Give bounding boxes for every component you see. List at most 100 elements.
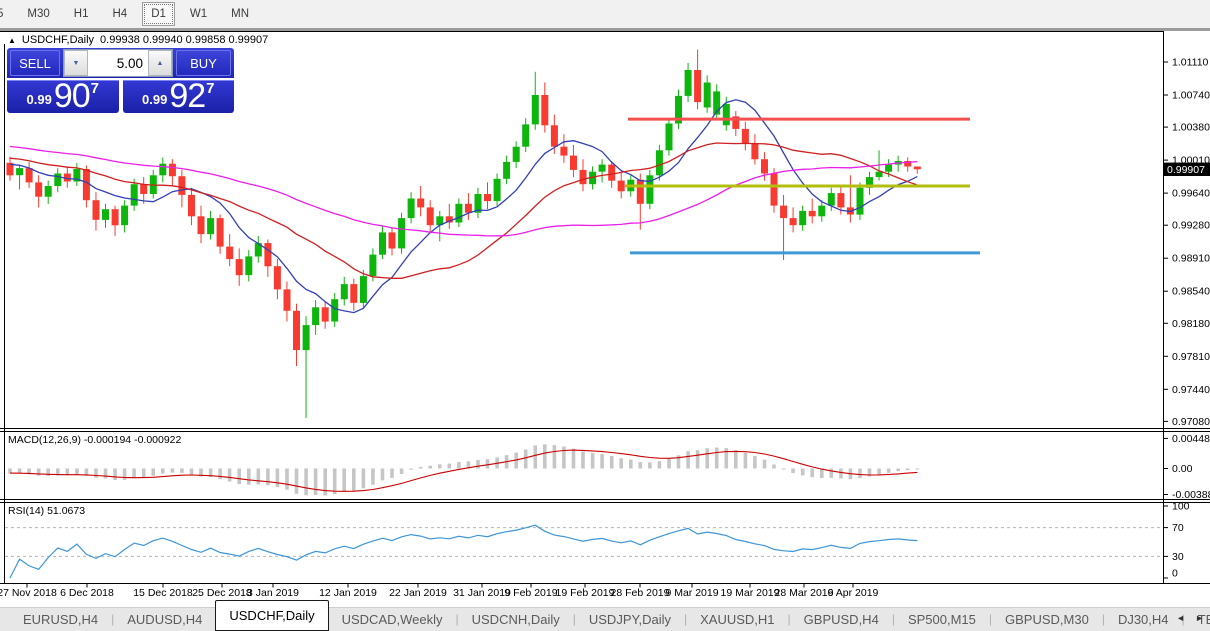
macd-bar (877, 468, 881, 475)
timeframe-button-W1[interactable]: W1 (189, 8, 208, 20)
tab-scroll-left-icon[interactable]: ◄ (1176, 613, 1186, 623)
tab-separator: | (891, 612, 895, 626)
buy-price-panel[interactable]: 0.99 92 7 (122, 79, 234, 113)
macd-bar (667, 458, 671, 469)
chart-symbol-label: USDCHF,Daily (21, 34, 95, 46)
sell-button[interactable]: SELL (10, 50, 60, 76)
macd-bar (170, 468, 175, 473)
macd-bar (428, 465, 432, 469)
price-axis-label: 0.99640 (1172, 188, 1210, 200)
tab-separator: | (572, 612, 576, 626)
candle (312, 307, 320, 326)
candle (589, 171, 597, 185)
macd-bar (56, 468, 60, 476)
volume-increase-button[interactable]: ▲ (148, 50, 172, 76)
macd-bar (638, 462, 643, 469)
price-axis-label: 0.97080 (1172, 416, 1210, 428)
candle (350, 284, 358, 303)
candle (264, 243, 272, 267)
candle (283, 289, 291, 311)
tab-usdchf-daily[interactable]: USDCHF,Daily (215, 600, 329, 631)
timeframe-button-D1[interactable]: D1 (142, 2, 175, 26)
tab-separator: | (787, 612, 791, 626)
macd-bar (113, 468, 117, 480)
candle (522, 124, 530, 147)
tab-audusd-h4[interactable]: AUDUSD,H4 (127, 611, 203, 627)
timeframe-button-M30[interactable]: M30 (27, 8, 50, 20)
tab-usdcad-weekly[interactable]: USDCAD,Weekly (341, 611, 443, 627)
macd-bar (829, 468, 834, 478)
candle (82, 169, 90, 201)
candle (216, 218, 224, 247)
candle (25, 168, 33, 183)
macd-bar (523, 449, 528, 469)
buy-button[interactable]: BUY (176, 50, 231, 76)
price-axis-label: 1.00380 (1172, 122, 1210, 134)
tab-eurusd-h4[interactable]: EURUSD,H4 (23, 611, 99, 627)
timeframe-button-MN[interactable]: MN (231, 8, 250, 20)
date-axis-label: 9 Feb 2019 (504, 587, 557, 599)
candle (302, 325, 310, 351)
macd-bar (65, 468, 70, 476)
macd-bar (352, 468, 356, 491)
timeframe-button-H4[interactable]: H4 (112, 8, 128, 20)
candle (340, 284, 348, 300)
macd-bar (714, 447, 719, 469)
candle (827, 193, 835, 206)
date-axis-label: 31 Jan 2019 (453, 587, 511, 599)
candle (73, 169, 81, 182)
tab-usdjpy-daily[interactable]: USDJPY,Daily (588, 611, 671, 627)
volume-input[interactable] (88, 55, 148, 71)
candle (245, 256, 253, 276)
tab-xauusd-h1[interactable]: XAUUSD,H1 (700, 611, 775, 627)
macd-bar (810, 468, 814, 478)
one-click-trade-widget: SELL ▼ ▲ BUY 0.99 90 7 0.99 92 7 (7, 48, 234, 113)
timeframe-button-H1[interactable]: H1 (73, 8, 89, 20)
candle (398, 218, 406, 249)
macd-bar (562, 446, 566, 469)
candle (207, 218, 215, 235)
tab-separator: | (455, 612, 459, 626)
macd-axis-label: -0.003883 (1172, 489, 1210, 501)
trade-prices-row: 0.99 90 7 0.99 92 7 (7, 79, 234, 113)
macd-bar (247, 468, 251, 485)
sell-price-panel[interactable]: 0.99 90 7 (7, 79, 119, 113)
macd-bar (581, 451, 585, 469)
candle (455, 203, 463, 223)
chart-title: ▲ USDCHF,Daily 0.99938 0.99940 0.99858 0… (8, 34, 268, 46)
chart-canvas[interactable]: 1.011101.007401.003801.000100.996400.992… (0, 31, 1210, 600)
volume-decrease-button[interactable]: ▼ (64, 50, 88, 76)
chart-ohlc-values: 0.99938 0.99940 0.99858 0.99907 (100, 34, 269, 46)
candle (550, 125, 558, 147)
candle (54, 173, 62, 186)
tab-scroll-right-icon[interactable]: ► (1195, 613, 1204, 623)
collapse-arrow-icon[interactable]: ▲ (8, 35, 16, 45)
tab-dj30-h4[interactable]: DJ30,H4 (1117, 611, 1169, 627)
candle (694, 70, 702, 103)
rsi-axis-label: 70 (1172, 522, 1184, 534)
rsi-axis-label: 0 (1172, 568, 1178, 580)
tab-usdcnh-daily[interactable]: USDCNH,Daily (471, 611, 560, 627)
candle (751, 143, 759, 160)
timeframe-button-5[interactable]: 5 (0, 8, 4, 20)
macd-bar (371, 468, 375, 485)
macd-bar (8, 468, 12, 474)
candle (570, 155, 577, 170)
sell-price-prefix: 0.99 (26, 92, 52, 107)
date-axis-label: 22 Jan 2019 (389, 587, 447, 599)
tab-sp500-m15[interactable]: SP500,M15 (907, 611, 976, 627)
tab-gbpusd-h4[interactable]: GBPUSD,H4 (803, 611, 879, 627)
candle (474, 194, 482, 213)
candle (799, 210, 807, 226)
date-axis-label: 9 Mar 2019 (665, 587, 718, 599)
macd-bar (304, 468, 308, 496)
macd-bar (294, 468, 299, 494)
tab-tech100-h1[interactable]: TECH100,H1 (1197, 611, 1210, 627)
tab-gbpusd-m30[interactable]: GBPUSD,M30 (1005, 611, 1089, 627)
price-axis-label: 0.97440 (1172, 384, 1210, 396)
macd-bar (399, 468, 404, 474)
candles-group (6, 49, 921, 418)
macd-bar (323, 468, 327, 496)
tabbar-strip (0, 607, 1210, 631)
